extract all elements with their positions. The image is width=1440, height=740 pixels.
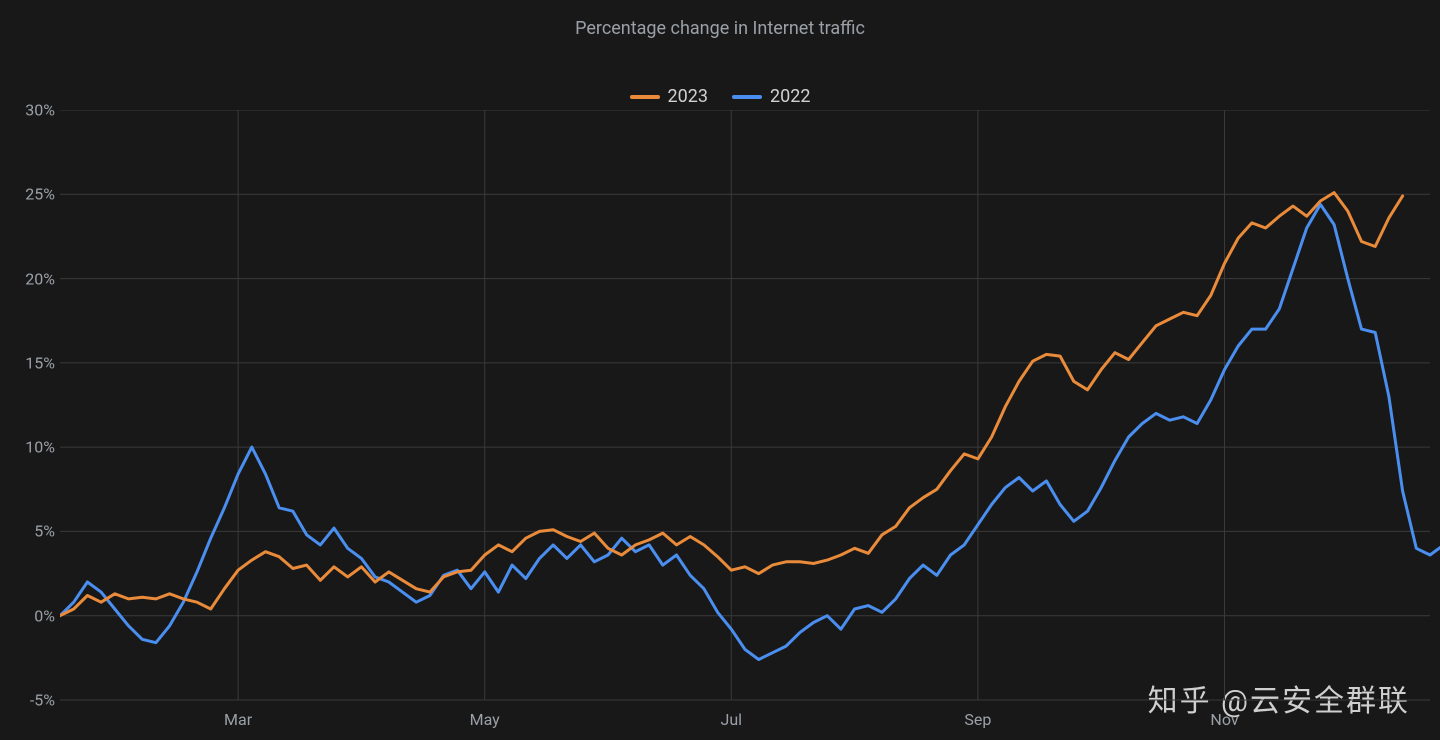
series-line-2022 <box>60 204 1440 659</box>
y-tick-label: 10% <box>5 438 55 457</box>
y-tick-label: 0% <box>5 606 55 625</box>
y-tick-label: 5% <box>5 522 55 541</box>
traffic-chart: Percentage change in Internet traffic 20… <box>0 0 1440 740</box>
legend-label-2022: 2022 <box>770 86 810 107</box>
chart-title: Percentage change in Internet traffic <box>0 18 1440 39</box>
legend-swatch-2022 <box>732 95 762 99</box>
legend-item-2023[interactable]: 2023 <box>630 86 708 107</box>
legend-label-2023: 2023 <box>668 86 708 107</box>
chart-legend: 2023 2022 <box>0 86 1440 107</box>
y-tick-label: 20% <box>5 269 55 288</box>
legend-item-2022[interactable]: 2022 <box>732 86 810 107</box>
y-tick-label: 15% <box>5 353 55 372</box>
y-tick-label: -5% <box>5 691 55 710</box>
chart-plot-area <box>60 110 1440 720</box>
y-tick-label: 25% <box>5 185 55 204</box>
y-tick-label: 30% <box>5 101 55 120</box>
legend-swatch-2023 <box>630 95 660 99</box>
